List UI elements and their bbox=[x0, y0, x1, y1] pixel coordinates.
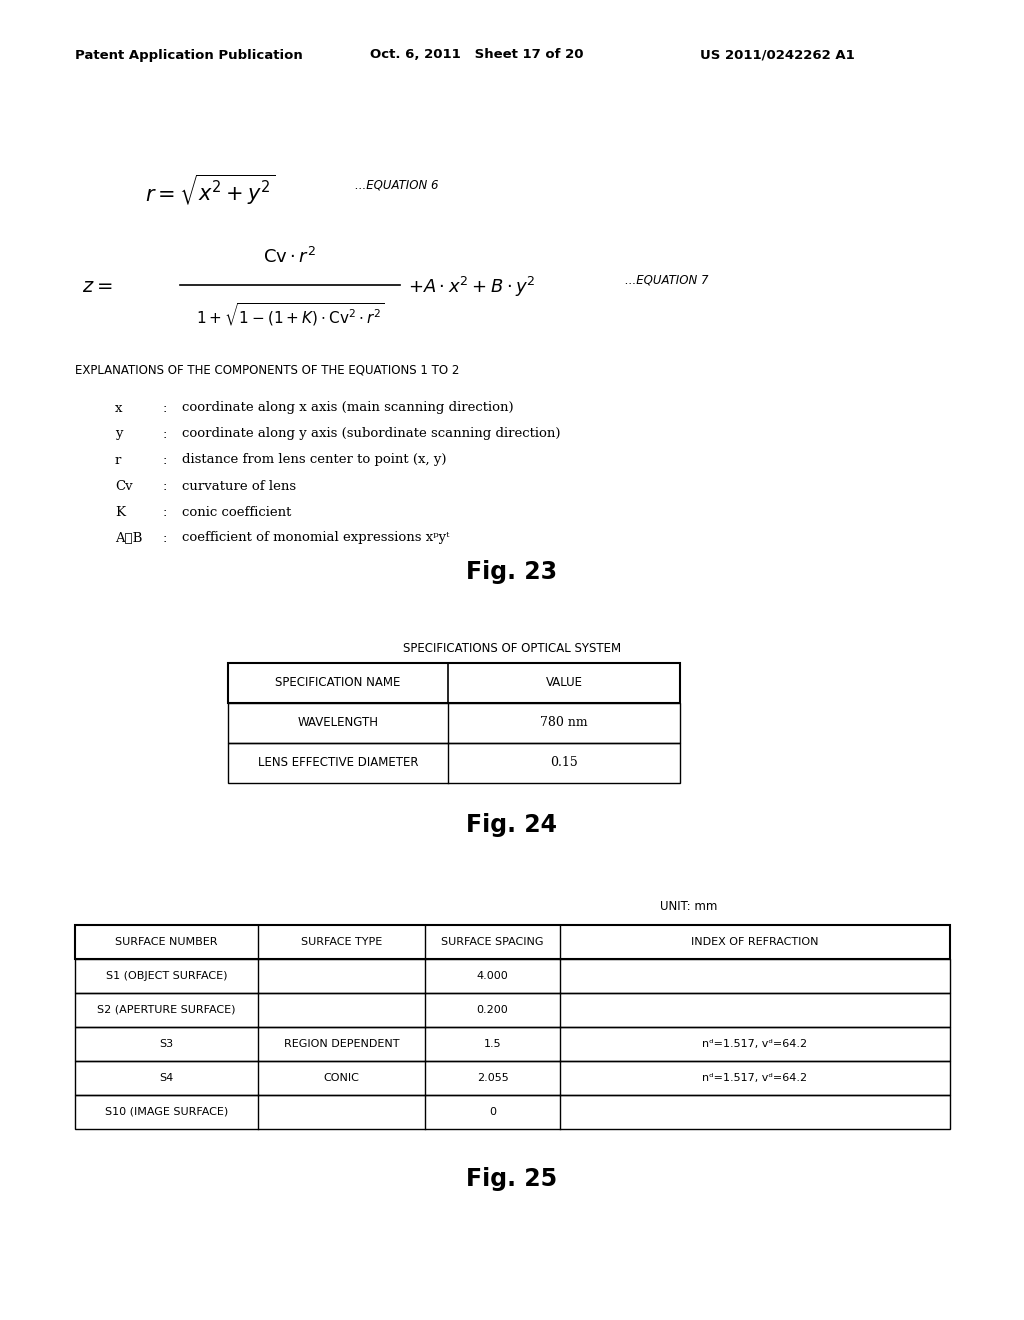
Text: 0: 0 bbox=[489, 1107, 496, 1117]
Text: curvature of lens: curvature of lens bbox=[182, 479, 296, 492]
Text: SURFACE SPACING: SURFACE SPACING bbox=[441, 937, 544, 946]
Text: SPECIFICATIONS OF OPTICAL SYSTEM: SPECIFICATIONS OF OPTICAL SYSTEM bbox=[402, 642, 622, 655]
Text: Fig. 25: Fig. 25 bbox=[467, 1167, 557, 1191]
Text: :: : bbox=[162, 479, 166, 492]
Text: REGION DEPENDENT: REGION DEPENDENT bbox=[284, 1039, 399, 1049]
Text: Cv: Cv bbox=[115, 479, 133, 492]
Text: :: : bbox=[162, 454, 166, 466]
Text: 1.5: 1.5 bbox=[483, 1039, 502, 1049]
Text: INDEX OF REFRACTION: INDEX OF REFRACTION bbox=[691, 937, 819, 946]
Text: nᵈ=1.517, vᵈ=64.2: nᵈ=1.517, vᵈ=64.2 bbox=[702, 1073, 808, 1082]
Bar bbox=[75, 925, 950, 960]
Text: WAVELENGTH: WAVELENGTH bbox=[298, 717, 379, 730]
Text: S10 (IMAGE SURFACE): S10 (IMAGE SURFACE) bbox=[104, 1107, 228, 1117]
Text: Fig. 23: Fig. 23 bbox=[467, 560, 557, 583]
Text: distance from lens center to point (x, y): distance from lens center to point (x, y… bbox=[182, 454, 446, 466]
Bar bbox=[228, 743, 680, 783]
Text: :: : bbox=[162, 428, 166, 441]
Text: $r = \sqrt{x^2 + y^2}$: $r = \sqrt{x^2 + y^2}$ bbox=[145, 173, 275, 207]
Text: S2 (APERTURE SURFACE): S2 (APERTURE SURFACE) bbox=[97, 1005, 236, 1015]
Text: ...EQUATION 6: ...EQUATION 6 bbox=[355, 178, 438, 191]
Text: $z =$: $z =$ bbox=[82, 279, 113, 296]
Text: $+ A \cdot x^2 + B \cdot y^2$: $+ A \cdot x^2 + B \cdot y^2$ bbox=[408, 275, 536, 300]
Text: nᵈ=1.517, vᵈ=64.2: nᵈ=1.517, vᵈ=64.2 bbox=[702, 1039, 808, 1049]
Text: r: r bbox=[115, 454, 122, 466]
Text: SURFACE NUMBER: SURFACE NUMBER bbox=[116, 937, 218, 946]
Text: 780 nm: 780 nm bbox=[541, 717, 588, 730]
Text: VALUE: VALUE bbox=[546, 676, 583, 689]
Text: :: : bbox=[162, 401, 166, 414]
Text: $\mathrm{Cv} \cdot r^2$: $\mathrm{Cv} \cdot r^2$ bbox=[263, 247, 316, 267]
Text: 2.055: 2.055 bbox=[476, 1073, 508, 1082]
Text: S1 (OBJECT SURFACE): S1 (OBJECT SURFACE) bbox=[105, 972, 227, 981]
Text: 4.000: 4.000 bbox=[476, 972, 508, 981]
Text: $1+\sqrt{1-(1+K)\cdot\mathrm{Cv}^2\cdot r^2}$: $1+\sqrt{1-(1+K)\cdot\mathrm{Cv}^2\cdot … bbox=[196, 301, 384, 329]
Bar bbox=[75, 1096, 950, 1129]
Text: coefficient of monomial expressions xᵖyᵗ: coefficient of monomial expressions xᵖyᵗ bbox=[182, 532, 450, 544]
Text: 0.200: 0.200 bbox=[476, 1005, 508, 1015]
Bar bbox=[75, 1027, 950, 1061]
Text: K: K bbox=[115, 506, 125, 519]
Bar bbox=[228, 704, 680, 743]
Text: SURFACE TYPE: SURFACE TYPE bbox=[301, 937, 382, 946]
Text: A∾B: A∾B bbox=[115, 532, 142, 544]
Text: US 2011/0242262 A1: US 2011/0242262 A1 bbox=[700, 49, 855, 62]
Text: CONIC: CONIC bbox=[324, 1073, 359, 1082]
Text: ...EQUATION 7: ...EQUATION 7 bbox=[625, 273, 709, 286]
Text: Patent Application Publication: Patent Application Publication bbox=[75, 49, 303, 62]
Text: conic coefficient: conic coefficient bbox=[182, 506, 292, 519]
Text: EXPLANATIONS OF THE COMPONENTS OF THE EQUATIONS 1 TO 2: EXPLANATIONS OF THE COMPONENTS OF THE EQ… bbox=[75, 363, 460, 376]
Text: S4: S4 bbox=[160, 1073, 174, 1082]
Text: :: : bbox=[162, 506, 166, 519]
Text: Fig. 24: Fig. 24 bbox=[467, 813, 557, 837]
Text: y: y bbox=[115, 428, 123, 441]
Text: LENS EFFECTIVE DIAMETER: LENS EFFECTIVE DIAMETER bbox=[258, 756, 418, 770]
Text: x: x bbox=[115, 401, 123, 414]
Bar bbox=[228, 663, 680, 704]
Text: 0.15: 0.15 bbox=[550, 756, 578, 770]
Text: Oct. 6, 2011   Sheet 17 of 20: Oct. 6, 2011 Sheet 17 of 20 bbox=[370, 49, 584, 62]
Bar bbox=[75, 993, 950, 1027]
Bar bbox=[75, 1061, 950, 1096]
Text: coordinate along x axis (main scanning direction): coordinate along x axis (main scanning d… bbox=[182, 401, 514, 414]
Text: coordinate along y axis (subordinate scanning direction): coordinate along y axis (subordinate sca… bbox=[182, 428, 560, 441]
Text: SPECIFICATION NAME: SPECIFICATION NAME bbox=[275, 676, 400, 689]
Bar bbox=[75, 960, 950, 993]
Text: S3: S3 bbox=[160, 1039, 173, 1049]
Text: :: : bbox=[162, 532, 166, 544]
Text: UNIT: mm: UNIT: mm bbox=[660, 900, 718, 913]
